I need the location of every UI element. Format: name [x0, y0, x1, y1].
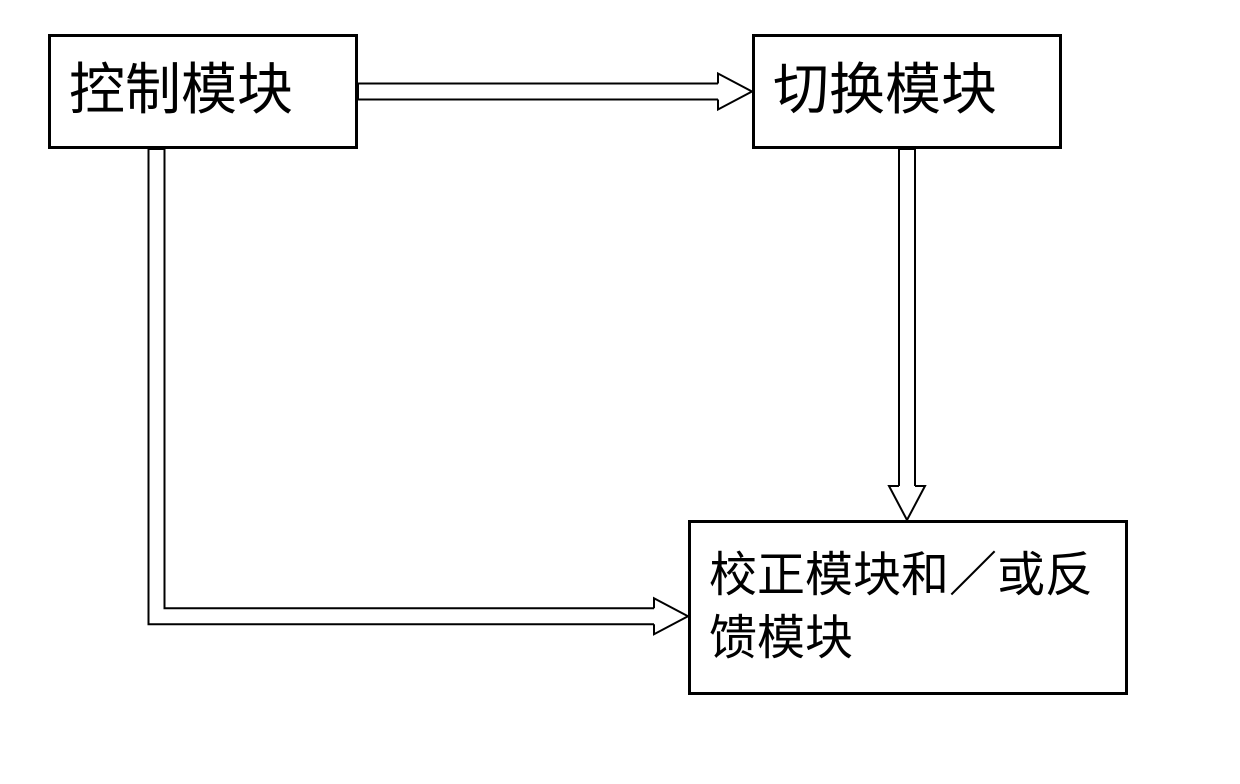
node-correct-label: 校正模块和／或反馈模块 — [709, 545, 1107, 670]
node-correction-feedback-module: 校正模块和／或反馈模块 — [688, 520, 1128, 695]
node-switch-module: 切换模块 — [752, 34, 1062, 149]
node-control-label: 控制模块 — [69, 55, 293, 128]
node-switch-label: 切换模块 — [773, 55, 997, 128]
node-control-module: 控制模块 — [48, 34, 358, 149]
